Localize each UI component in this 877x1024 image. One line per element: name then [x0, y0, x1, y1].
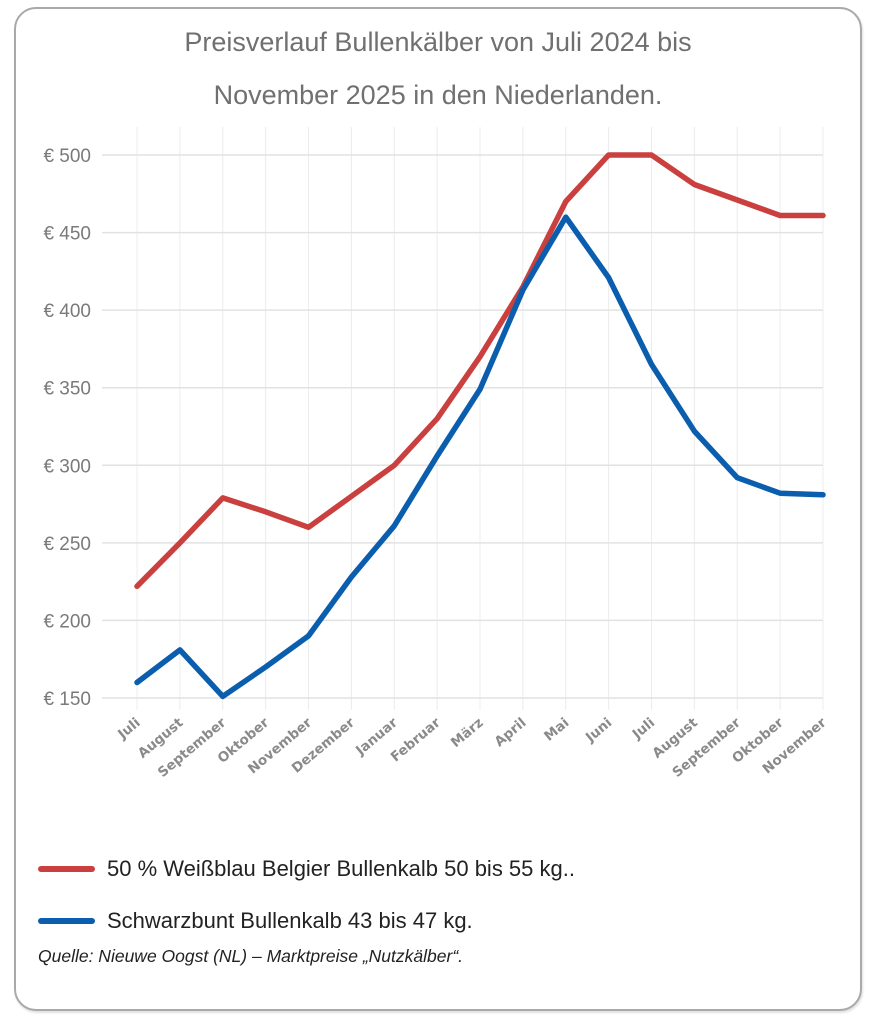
chart-frame — [14, 7, 862, 1011]
x-tick-label: Juli — [114, 715, 143, 743]
legend-label: 50 % Weißblau Belgier Bullenkalb 50 bis … — [107, 856, 575, 881]
y-tick-label: € 500 — [43, 146, 91, 167]
grid — [102, 127, 824, 710]
legend-swatch-red — [38, 866, 95, 872]
legend-item-belgier: 50 % Weißblau Belgier Bullenkalb 50 bis … — [38, 843, 575, 895]
x-tick-label: März — [448, 715, 487, 751]
y-tick-label: € 400 — [43, 301, 91, 322]
legend-swatch-blue — [38, 918, 95, 924]
x-tick-label: Juni — [582, 715, 615, 746]
legend-label: Schwarzbunt Bullenkalb 43 bis 47 kg. — [107, 908, 473, 933]
x-tick-label: Mai — [541, 715, 572, 745]
y-tick-label: € 150 — [43, 689, 91, 710]
chart-title: Preisverlauf Bullenkälber von Juli 2024 … — [14, 16, 862, 122]
x-axis: JuliAugustSeptemberOktoberNovemberDezemb… — [114, 714, 830, 780]
chart-title-line-2: November 2025 in den Niederlanden. — [213, 80, 663, 110]
y-tick-label: € 300 — [43, 456, 91, 477]
series-lines — [134, 152, 826, 700]
y-axis: € 150 € 200 € 250 € 300 € 350 € 400 € 450 € 500 — [43, 146, 91, 710]
y-tick-label: € 250 — [43, 534, 91, 555]
x-tick-label: April — [492, 715, 530, 750]
x-tick-label: Juli — [629, 715, 658, 743]
legend: 50 % Weißblau Belgier Bullenkalb 50 bis … — [38, 843, 575, 947]
legend-item-schwarzbunt: Schwarzbunt Bullenkalb 43 bis 47 kg. — [38, 895, 575, 947]
y-tick-label: € 350 — [43, 379, 91, 400]
y-tick-label: € 200 — [43, 611, 91, 632]
source-note: Quelle: Nieuwe Oogst (NL) – Marktpreise … — [38, 946, 464, 966]
y-tick-label: € 450 — [43, 224, 91, 245]
chart-title-line-1: Preisverlauf Bullenkälber von Juli 2024 … — [184, 27, 692, 57]
